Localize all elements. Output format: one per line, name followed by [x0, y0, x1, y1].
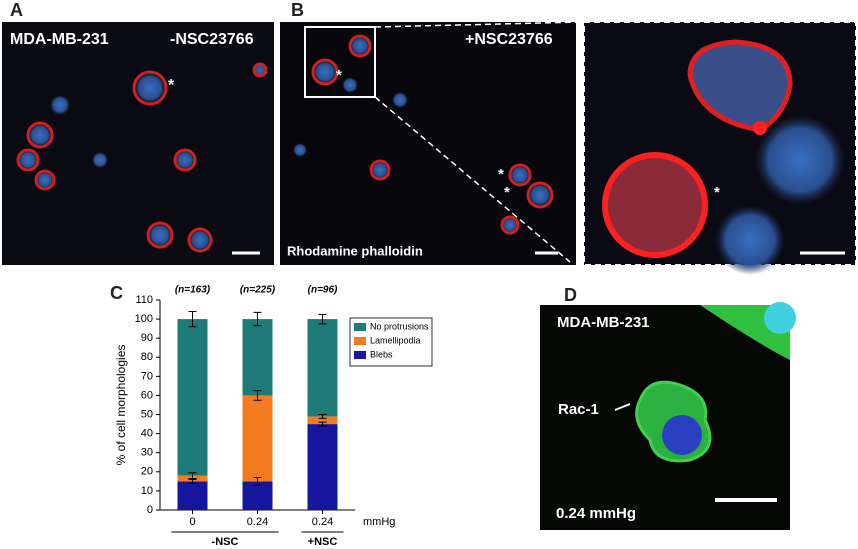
- zoom-box: [304, 26, 376, 98]
- error-bar: [253, 477, 262, 486]
- panel-letter: A: [10, 0, 23, 20]
- error-bar: [188, 478, 197, 484]
- treatment: +NSC23766: [465, 31, 553, 48]
- cell-line: MDA-MB-231: [557, 314, 650, 331]
- cells: [16, 62, 268, 253]
- asterisk: *: [498, 166, 504, 183]
- y-tick-label: 0: [147, 504, 153, 516]
- y-tick-label: 50: [141, 408, 153, 420]
- legend-swatch: [354, 337, 366, 345]
- y-tick-label: 70: [141, 370, 153, 382]
- y-tick-label: 10: [141, 485, 153, 497]
- error-bar: [318, 313, 327, 325]
- bar-chart: 0 10 20 30 40 50 60 70 80 90 100 110 % of cell morph…: [114, 285, 433, 548]
- x-tick-label: 0: [189, 516, 195, 528]
- cells: [602, 39, 845, 275]
- cells: [293, 34, 554, 235]
- bar-segment: [307, 416, 338, 425]
- bar-segment: [242, 395, 273, 482]
- error-bar: [188, 310, 197, 328]
- error-bar: [318, 414, 327, 419]
- asterisk: *: [504, 184, 510, 201]
- error-bar: [188, 472, 197, 479]
- asterisk: *: [336, 67, 342, 84]
- error-bar: [253, 311, 262, 327]
- arrow: [614, 403, 631, 411]
- annotation: (n=163): [175, 285, 211, 296]
- bar-segment: [307, 319, 338, 417]
- bar-segment: [242, 319, 273, 396]
- error-bar: [253, 390, 262, 401]
- x-tick-label: 0.24: [247, 516, 268, 528]
- bar-segment: [177, 319, 208, 476]
- y-axis-label: % of cell morphologies: [114, 345, 128, 466]
- y-tick-label: 90: [141, 332, 153, 344]
- legend-swatch: [354, 351, 366, 359]
- panel-letter: D: [564, 285, 577, 305]
- group-label: +NSC: [308, 536, 338, 548]
- legend-label: No protrusions: [370, 321, 429, 331]
- y-tick-label: 20: [141, 466, 153, 478]
- y-tick-label: 110: [135, 294, 153, 306]
- legend-label: Blebs: [370, 349, 393, 359]
- x-unit: mmHg: [363, 516, 395, 528]
- legend-swatch: [354, 323, 366, 331]
- marker: Rac-1: [558, 401, 599, 418]
- annotation: (n=225): [240, 285, 276, 296]
- y-tick-label: 30: [141, 447, 153, 459]
- annotation: (n=96): [308, 285, 338, 296]
- asterisk: *: [168, 77, 175, 94]
- zoom-line: [374, 96, 571, 263]
- legend-label: Lamellipodia: [370, 335, 421, 345]
- y-tick-label: 40: [141, 428, 153, 440]
- treatment: -NSC23766: [170, 31, 254, 48]
- y-tick-label: 60: [141, 389, 153, 401]
- cell-line: MDA-MB-231: [10, 31, 109, 48]
- x-tick-label: 0.24: [312, 516, 333, 528]
- zoom-line: [374, 21, 584, 28]
- group-label: -NSC: [212, 536, 239, 548]
- stain: Rhodamine phalloidin: [287, 243, 423, 258]
- cells: [635, 302, 796, 463]
- condition: 0.24 mmHg: [556, 505, 636, 522]
- bar-segment: [307, 424, 338, 510]
- y-tick-label: 80: [141, 351, 153, 363]
- bar-segment: [242, 481, 273, 510]
- error-bar: [318, 421, 327, 427]
- panel-letter: B: [291, 0, 304, 20]
- panel-letter: C: [110, 283, 123, 303]
- y-tick-label: 100: [135, 313, 153, 325]
- bar-segment: [177, 481, 208, 510]
- asterisk: *: [714, 184, 720, 201]
